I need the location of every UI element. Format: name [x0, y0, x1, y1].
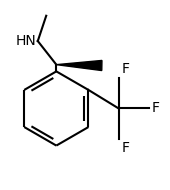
Polygon shape — [56, 60, 102, 70]
Text: F: F — [121, 141, 129, 154]
Text: F: F — [152, 101, 160, 116]
Text: F: F — [121, 63, 129, 76]
Text: HN: HN — [15, 34, 36, 48]
